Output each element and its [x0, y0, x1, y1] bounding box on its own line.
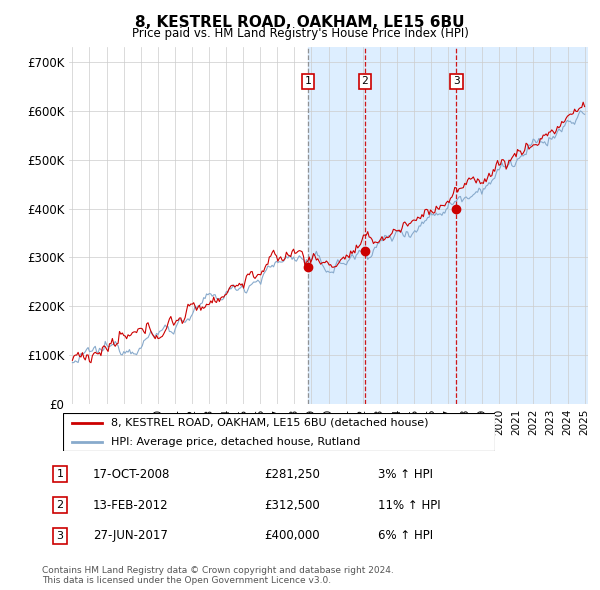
Text: 11% ↑ HPI: 11% ↑ HPI [378, 499, 440, 512]
Text: 3: 3 [56, 531, 64, 540]
Text: Contains HM Land Registry data © Crown copyright and database right 2024.
This d: Contains HM Land Registry data © Crown c… [42, 566, 394, 585]
Text: 3% ↑ HPI: 3% ↑ HPI [378, 468, 433, 481]
Text: 1: 1 [56, 470, 64, 479]
Text: Price paid vs. HM Land Registry's House Price Index (HPI): Price paid vs. HM Land Registry's House … [131, 27, 469, 40]
Text: 27-JUN-2017: 27-JUN-2017 [93, 529, 168, 542]
Text: HPI: Average price, detached house, Rutland: HPI: Average price, detached house, Rutl… [110, 437, 360, 447]
Text: 3: 3 [453, 77, 460, 86]
Text: 17-OCT-2008: 17-OCT-2008 [93, 468, 170, 481]
Text: 13-FEB-2012: 13-FEB-2012 [93, 499, 169, 512]
Text: 1: 1 [304, 77, 311, 86]
Text: 8, KESTREL ROAD, OAKHAM, LE15 6BU: 8, KESTREL ROAD, OAKHAM, LE15 6BU [135, 15, 465, 30]
Text: £400,000: £400,000 [264, 529, 320, 542]
Text: £312,500: £312,500 [264, 499, 320, 512]
Bar [308, 47, 588, 404]
Text: 6% ↑ HPI: 6% ↑ HPI [378, 529, 433, 542]
Text: 2: 2 [361, 77, 368, 86]
Text: 8, KESTREL ROAD, OAKHAM, LE15 6BU (detached house): 8, KESTREL ROAD, OAKHAM, LE15 6BU (detac… [110, 418, 428, 428]
Text: 2: 2 [56, 500, 64, 510]
Text: £281,250: £281,250 [264, 468, 320, 481]
